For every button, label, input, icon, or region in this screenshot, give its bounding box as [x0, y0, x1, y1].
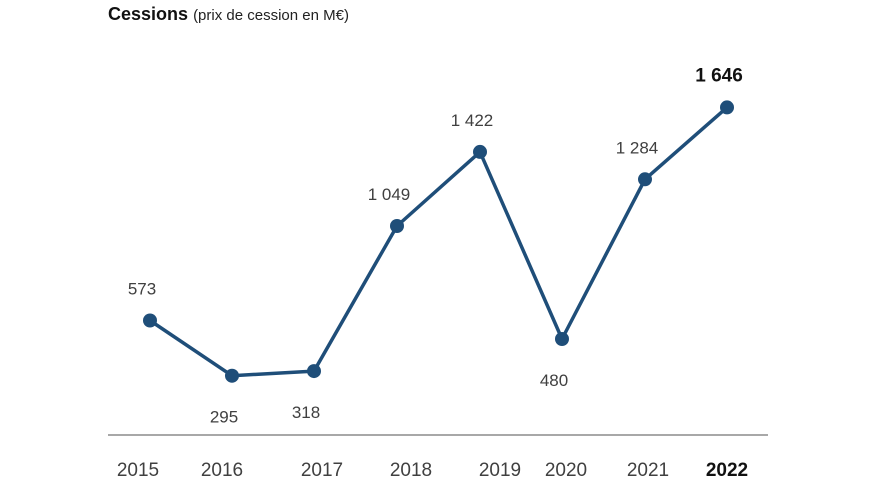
data-label-2021: 1 284 [616, 138, 659, 157]
data-label-2022: 1 646 [695, 65, 743, 86]
chart-title: Cessions (prix de cession en M€) [108, 4, 349, 25]
data-label-2017: 318 [292, 403, 320, 422]
x-tick-label-2019: 2019 [479, 460, 521, 481]
x-tick-labels: 2015 2016 2017 2018 2019 2020 2021 2022 [117, 460, 748, 481]
data-point-2019 [473, 144, 487, 159]
data-point-2020 [555, 332, 569, 346]
data-point-2021 [638, 172, 652, 187]
x-tick-label-2021: 2021 [627, 460, 669, 481]
x-tick-label-2020: 2020 [545, 460, 587, 481]
x-tick-label-2022: 2022 [706, 460, 748, 481]
data-label-2018: 1 049 [368, 185, 411, 204]
data-point-2016 [225, 368, 239, 383]
data-point-2017 [307, 364, 321, 379]
x-tick-label-2017: 2017 [301, 460, 343, 481]
data-label-2016: 295 [210, 408, 238, 427]
chart-title-unit: (prix de cession en M€) [193, 7, 349, 24]
x-tick-label-2015: 2015 [117, 460, 159, 481]
data-label-2019: 1 422 [451, 111, 494, 130]
data-label-2015: 573 [128, 280, 156, 299]
data-point-2022 [720, 100, 734, 115]
series-group: 573 295 318 1 049 1 422 480 1 284 1 646 [128, 65, 743, 426]
data-point-2015 [143, 313, 157, 328]
chart-title-main: Cessions [108, 4, 189, 24]
x-tick-label-2018: 2018 [390, 460, 432, 481]
data-label-2020: 480 [540, 371, 568, 390]
data-point-2018 [390, 219, 404, 233]
series-line [149, 106, 729, 378]
x-tick-label-2016: 2016 [201, 460, 243, 481]
